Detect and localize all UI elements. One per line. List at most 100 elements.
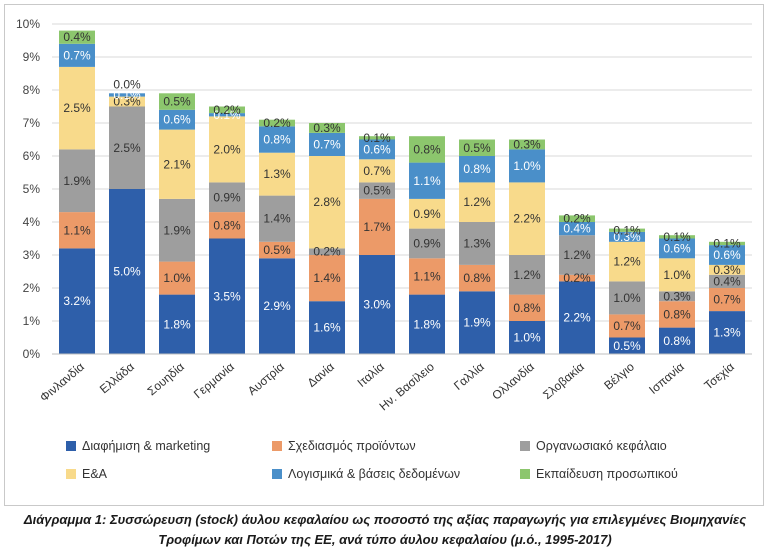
data-label: 0.6% <box>663 241 691 255</box>
data-label: 0.8% <box>513 301 541 315</box>
bar-segment <box>359 136 395 140</box>
y-tick-label: 6% <box>23 149 41 163</box>
bar-segment <box>209 113 245 117</box>
x-tick-label: Αυστρία <box>245 360 287 398</box>
data-label: 0.2% <box>263 116 291 130</box>
x-tick-label: Ολλανδία <box>489 360 537 403</box>
bar-segment <box>209 212 245 239</box>
data-label: 0.2% <box>563 212 591 226</box>
bar-segment <box>559 281 595 354</box>
data-label: 0.6% <box>163 113 191 127</box>
bar-segment <box>159 129 195 199</box>
x-tick-label: Ην. Βασίλειο <box>377 359 438 413</box>
bar-segment <box>159 198 195 262</box>
data-label: 3.2% <box>63 294 91 308</box>
bar-segment <box>409 228 445 259</box>
legend-swatch <box>66 469 76 479</box>
legend-label: Οργανωσιακό κεφάλαιο <box>536 439 667 453</box>
bar-segment <box>359 139 395 160</box>
data-label: 0.1% <box>713 236 741 250</box>
data-label: 1.2% <box>613 255 641 269</box>
data-label: 1.0% <box>663 268 691 282</box>
data-label: 0.6% <box>713 248 741 262</box>
data-label: 1.9% <box>163 223 191 237</box>
data-label: 1.0% <box>613 291 641 305</box>
bar-segment <box>609 241 645 282</box>
bar-segment <box>209 106 245 114</box>
bar-segment <box>559 222 595 236</box>
bar-segment <box>459 156 495 183</box>
bar-segment <box>709 241 745 246</box>
data-label: 0.3% <box>663 289 691 303</box>
data-label: 0.9% <box>413 236 441 250</box>
legend-label: Ε&Α <box>82 467 108 481</box>
data-label: 0.5% <box>263 243 291 257</box>
data-label: 0.1% <box>663 230 691 244</box>
data-label: 0.3% <box>513 137 541 151</box>
data-label: 1.1% <box>413 174 441 188</box>
bar-segment <box>159 261 195 295</box>
data-label: 0.2% <box>313 245 341 259</box>
caption-line-1: Διάγραμμα 1: Συσσώρευση (stock) άυλου κε… <box>23 512 747 527</box>
y-tick-label: 4% <box>23 215 41 229</box>
x-tick-label: Δανία <box>305 360 337 390</box>
y-tick-label: 1% <box>23 314 41 328</box>
y-tick-label: 5% <box>23 182 41 196</box>
data-label: 0.2% <box>563 271 591 285</box>
data-label: 0.8% <box>463 162 491 176</box>
data-label: 2.0% <box>213 142 241 156</box>
data-label: 1.1% <box>413 269 441 283</box>
bar-segment <box>309 301 345 354</box>
y-tick-label: 2% <box>23 281 41 295</box>
data-label: 2.9% <box>263 299 291 313</box>
bar-segment <box>559 215 595 222</box>
data-label: 1.3% <box>263 167 291 181</box>
bar-segment <box>159 93 195 110</box>
bar-segment <box>409 294 445 354</box>
data-label: 1.0% <box>163 271 191 285</box>
x-tick-label: Ισπανία <box>646 360 687 397</box>
bar-segment <box>59 43 95 67</box>
data-label: 1.0% <box>513 331 541 345</box>
data-label: 1.8% <box>163 317 191 331</box>
data-label: 0.8% <box>663 334 691 348</box>
data-label: 1.2% <box>513 268 541 282</box>
x-tick-label: Γερμανία <box>191 360 237 402</box>
bar-segment <box>709 288 745 312</box>
data-label: 0.8% <box>213 218 241 232</box>
data-label: 3.0% <box>363 298 391 312</box>
bar-segment <box>159 294 195 354</box>
figure-caption: Διάγραμμα 1: Συσσώρευση (stock) άυλου κε… <box>0 510 770 550</box>
data-label: 0.0% <box>113 77 141 91</box>
bar-segment <box>509 149 545 183</box>
bar-segment <box>609 228 645 232</box>
bar-segment <box>509 321 545 354</box>
bar-segment <box>159 109 195 130</box>
data-label: 2.2% <box>563 311 591 325</box>
bar-segment <box>309 156 345 249</box>
data-label: 1.3% <box>713 326 741 340</box>
data-label: 1.1% <box>63 223 91 237</box>
bar-segment <box>359 159 395 183</box>
x-tick-label: Βέλγιο <box>601 359 637 392</box>
data-label: 1.8% <box>413 317 441 331</box>
legend-label: Εκπαίδευση προσωπικού <box>536 467 678 481</box>
data-label: 1.3% <box>463 236 491 250</box>
data-label: 0.8% <box>663 307 691 321</box>
data-label: 1.4% <box>313 271 341 285</box>
legend-label: Σχεδιασμός προϊόντων <box>288 439 416 453</box>
data-label: 1.2% <box>463 195 491 209</box>
bar-segment <box>259 195 295 242</box>
bar-segment <box>659 238 695 259</box>
bar-segment <box>259 152 295 196</box>
data-label: 2.2% <box>513 212 541 226</box>
data-label: 0.1% <box>363 131 391 145</box>
data-label: 0.8% <box>463 271 491 285</box>
stacked-bar-chart: 0% 1% 2% 3% 4% 5% 6% 7% 8% 9% 10% 3.2% 1.1% 1.9% 2.5%… <box>16 17 752 481</box>
bar-segment <box>709 264 745 275</box>
y-axis: 0% 1% 2% 3% 4% 5% 6% 7% 8% 9% 10% <box>16 17 40 361</box>
data-label: 3.5% <box>213 289 241 303</box>
caption-line-2: Τροφίμων και Ποτών της ΕΕ, ανά τύπο άυλο… <box>158 532 612 547</box>
bar-segment <box>409 162 445 199</box>
bar-segment <box>659 301 695 328</box>
